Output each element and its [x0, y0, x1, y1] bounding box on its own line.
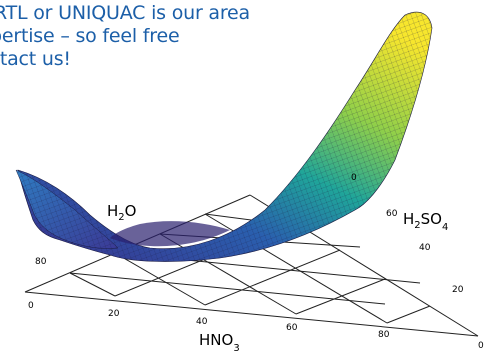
right-tick-40: 40 — [419, 243, 431, 253]
bottom-tick-40: 40 — [196, 317, 208, 327]
hno3-label: HNO3 — [199, 331, 240, 354]
bottom-tick-0: 0 — [28, 301, 34, 311]
headline-line-3: ntact us! — [0, 48, 71, 70]
bottom-tick-80: 80 — [378, 330, 390, 340]
bottom-tick-20: 20 — [108, 309, 120, 319]
right-tick-20: 20 — [452, 285, 464, 295]
right-tick-60: 60 — [386, 209, 398, 219]
bottom-tick-100: 0 — [478, 341, 484, 351]
left-tick-80: 80 — [35, 257, 47, 267]
bottom-tick-60: 60 — [286, 323, 298, 333]
headline-line-1: RTL or UNIQUAC is our area — [0, 2, 250, 24]
h2so4-label: H2SO4 — [403, 210, 448, 233]
right-tick-0: 0 — [351, 173, 357, 183]
h2o-label: H2O — [107, 202, 136, 223]
surface-mesh — [15, 11, 433, 262]
headline: RTL or UNIQUAC is our area pertise – so … — [0, 2, 250, 71]
headline-line-2: pertise – so feel free — [0, 25, 180, 47]
